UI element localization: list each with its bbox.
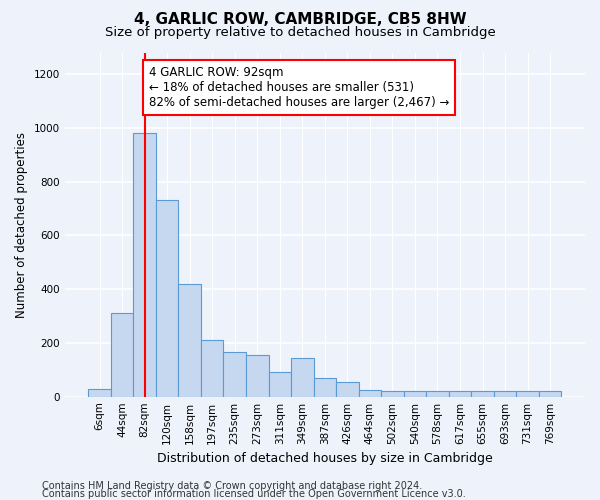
Bar [246, 355, 269, 397]
Text: Contains public sector information licensed under the Open Government Licence v3: Contains public sector information licen… [42, 489, 466, 499]
Bar [381, 392, 404, 396]
Bar [426, 392, 449, 396]
Bar [471, 392, 494, 396]
Bar [201, 340, 223, 396]
Bar [539, 392, 562, 396]
Text: 4, GARLIC ROW, CAMBRIDGE, CB5 8HW: 4, GARLIC ROW, CAMBRIDGE, CB5 8HW [134, 12, 466, 28]
Bar [336, 382, 359, 396]
Bar [359, 390, 381, 396]
Bar [111, 314, 133, 396]
Bar [156, 200, 178, 396]
Bar [291, 358, 314, 397]
Bar [223, 352, 246, 397]
Bar [178, 284, 201, 397]
Text: Size of property relative to detached houses in Cambridge: Size of property relative to detached ho… [104, 26, 496, 39]
Bar [449, 392, 471, 396]
Bar [314, 378, 336, 396]
X-axis label: Distribution of detached houses by size in Cambridge: Distribution of detached houses by size … [157, 452, 493, 465]
Bar [516, 392, 539, 396]
Text: 4 GARLIC ROW: 92sqm
← 18% of detached houses are smaller (531)
82% of semi-detac: 4 GARLIC ROW: 92sqm ← 18% of detached ho… [149, 66, 449, 109]
Bar [269, 372, 291, 396]
Bar [494, 392, 516, 396]
Bar [133, 133, 156, 396]
Bar [88, 388, 111, 396]
Y-axis label: Number of detached properties: Number of detached properties [15, 132, 28, 318]
Bar [404, 392, 426, 396]
Text: Contains HM Land Registry data © Crown copyright and database right 2024.: Contains HM Land Registry data © Crown c… [42, 481, 422, 491]
